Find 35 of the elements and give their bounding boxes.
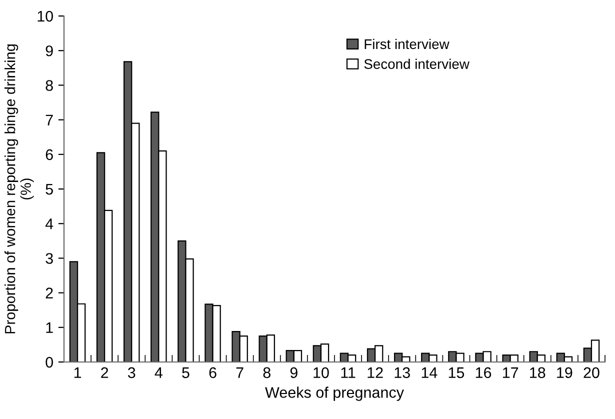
x-tick-label: 6 <box>209 367 216 378</box>
y-axis-title: Proportion of women reporting binge drinking (%) <box>4 44 34 334</box>
y-tick-label: 4 <box>45 218 54 230</box>
x-tick-label: 20 <box>584 367 600 378</box>
x-tick-label: 8 <box>263 367 270 378</box>
y-tick-label: 10 <box>38 10 53 22</box>
y-tick-label: 6 <box>46 149 53 160</box>
x-tick-label: 4 <box>154 367 162 378</box>
x-tick-label: 1 <box>74 367 82 378</box>
legend-label: First interview <box>364 38 450 50</box>
y-tick-label: 2 <box>46 288 53 298</box>
legend-label: Second interview <box>364 58 470 69</box>
y-tick-label: 5 <box>46 184 53 195</box>
x-tick-label: 13 <box>394 367 410 378</box>
x-tick-label: 14 <box>422 367 438 378</box>
x-tick-label: 12 <box>368 367 383 378</box>
x-tick-label: 15 <box>448 367 464 378</box>
x-tick-label: 2 <box>101 367 108 378</box>
x-tick-label: 11 <box>341 367 356 378</box>
x-tick-label: 5 <box>182 367 190 378</box>
x-tick-label: 9 <box>290 367 298 378</box>
y-tick-label: 7 <box>46 114 53 126</box>
y-tick-label: 3 <box>46 253 53 264</box>
x-tick-label: 3 <box>128 367 136 378</box>
y-tick-label: 8 <box>46 80 53 91</box>
x-tick-label: 7 <box>236 367 244 378</box>
x-tick-label: 17 <box>502 367 518 378</box>
y-tick-label: 1 <box>46 322 53 333</box>
y-tick-label: 9 <box>46 45 53 56</box>
x-tick-label: 16 <box>476 367 492 378</box>
x-tick-label: 18 <box>530 367 546 378</box>
y-tick-label: 0 <box>46 356 53 368</box>
x-axis-title: Weeks of pregnancy <box>265 386 404 401</box>
x-tick-label: 10 <box>314 367 329 378</box>
x-tick-label: 19 <box>557 367 572 378</box>
